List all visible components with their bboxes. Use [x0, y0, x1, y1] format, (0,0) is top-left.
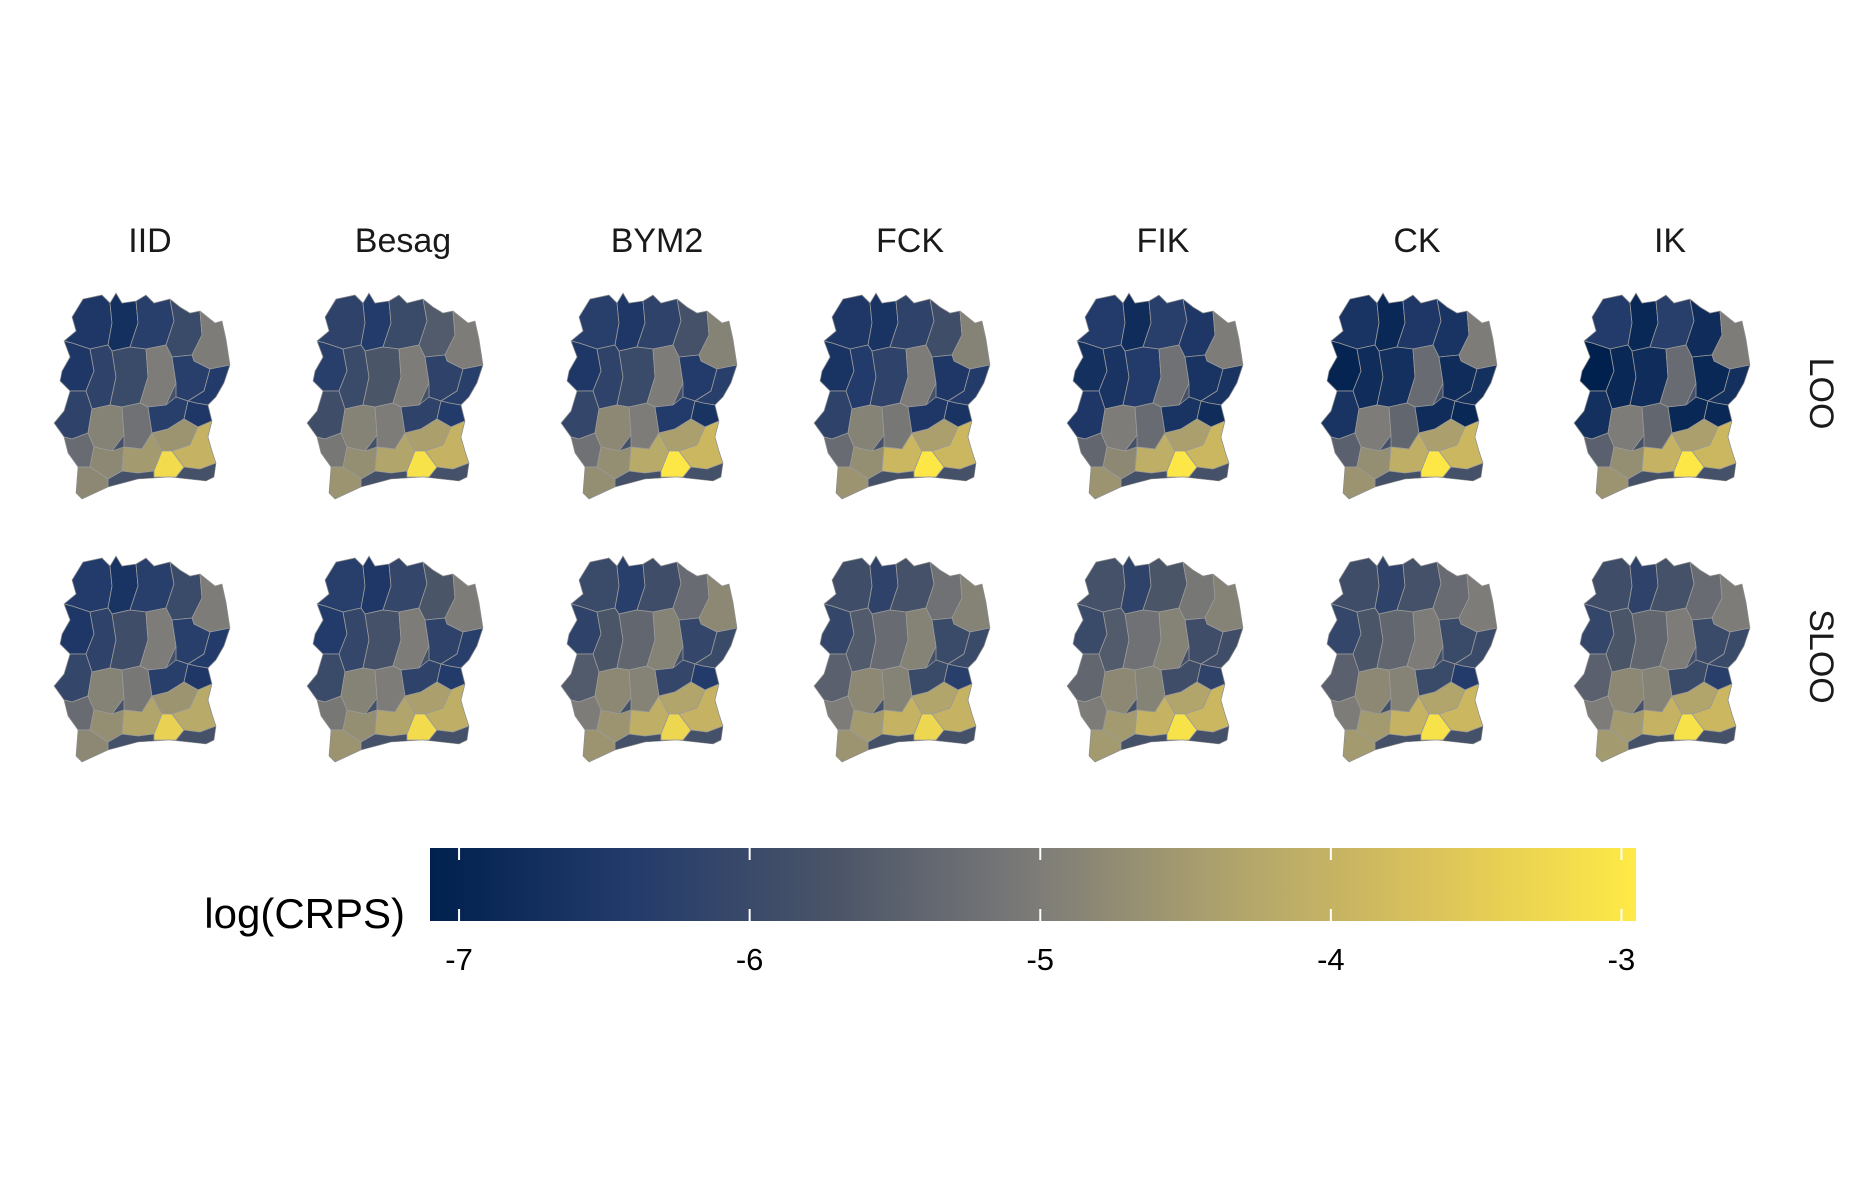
colorbar-tick-label: -7 — [445, 942, 473, 977]
map-region — [316, 432, 348, 468]
map-region — [814, 653, 853, 703]
map-region — [1574, 653, 1613, 703]
legend-title: log(CRPS) — [204, 890, 405, 937]
country-outline — [813, 292, 991, 500]
country-outline — [560, 292, 738, 500]
map-region — [63, 294, 113, 350]
map-region — [1583, 695, 1615, 731]
map-region — [1076, 432, 1108, 468]
map-region — [570, 294, 620, 350]
facet-label-iid: IID — [128, 222, 171, 260]
map-region — [1076, 294, 1126, 350]
map-fck-loo — [813, 292, 991, 500]
map-ck-loo — [1320, 292, 1498, 500]
map-ck-sloo — [1320, 555, 1498, 763]
map-region — [1076, 695, 1108, 731]
map-region — [1076, 557, 1126, 613]
facet-label-besag: Besag — [355, 222, 451, 260]
map-region — [570, 432, 602, 468]
facet-strip-labels: IID Besag BYM2 FCK FIK CK IK — [128, 222, 1686, 260]
map-region — [1321, 653, 1360, 703]
map-iid-sloo — [53, 555, 231, 763]
map-region — [54, 653, 93, 703]
map-besag-loo — [306, 292, 484, 500]
map-region — [1330, 432, 1362, 468]
facet-label-ik: IK — [1654, 222, 1686, 260]
map-region — [1330, 557, 1380, 613]
map-region — [63, 557, 113, 613]
map-region — [1330, 294, 1380, 350]
map-region — [1067, 390, 1106, 440]
country-outline — [1573, 292, 1751, 500]
row-label-sloo: SLOO — [1802, 609, 1840, 703]
map-fik-loo — [1066, 292, 1244, 500]
country-outline — [306, 292, 484, 500]
map-region — [63, 695, 95, 731]
map-region — [570, 695, 602, 731]
map-region — [561, 653, 600, 703]
colorbar-tick-label: -4 — [1317, 942, 1345, 977]
map-region — [1574, 390, 1613, 440]
map-region — [54, 390, 93, 440]
map-region — [307, 653, 346, 703]
map-bym2-sloo — [560, 555, 738, 763]
map-region — [823, 294, 873, 350]
map-region — [570, 557, 620, 613]
map-ik-sloo — [1573, 555, 1751, 763]
colorbar-tick-label: -6 — [736, 942, 764, 977]
facet-label-bym2: BYM2 — [611, 222, 704, 260]
map-region — [1583, 294, 1633, 350]
map-region — [823, 557, 873, 613]
map-region — [63, 432, 95, 468]
map-region — [1583, 432, 1615, 468]
map-region — [1330, 695, 1362, 731]
map-region — [316, 695, 348, 731]
country-outline — [560, 555, 738, 763]
country-outline — [1320, 292, 1498, 500]
map-region — [316, 294, 366, 350]
facet-row-labels: LOO SLOO — [1802, 358, 1840, 704]
map-besag-sloo — [306, 555, 484, 763]
map-region — [1583, 557, 1633, 613]
map-region — [814, 390, 853, 440]
map-region — [1321, 390, 1360, 440]
facet-label-fck: FCK — [876, 222, 944, 260]
country-outline — [813, 555, 991, 763]
colorbar-legend: log(CRPS) -7 -6 -5 -4 -3 — [204, 848, 1636, 977]
country-outline — [1320, 555, 1498, 763]
country-outline — [53, 292, 231, 500]
map-region — [823, 432, 855, 468]
map-fck-sloo — [813, 555, 991, 763]
country-outline — [1066, 292, 1244, 500]
row-label-loo: LOO — [1802, 358, 1840, 430]
colorbar-ticks: -7 -6 -5 -4 -3 — [445, 848, 1635, 977]
map-region — [307, 390, 346, 440]
colorbar — [430, 848, 1636, 921]
colorbar-tick-label: -3 — [1608, 942, 1636, 977]
map-iid-loo — [53, 292, 231, 500]
country-outline — [1066, 555, 1244, 763]
country-outline — [306, 555, 484, 763]
map-bym2-loo — [560, 292, 738, 500]
map-ik-loo — [1573, 292, 1751, 500]
colorbar-tick-label: -5 — [1026, 942, 1054, 977]
map-fik-sloo — [1066, 555, 1244, 763]
facet-label-fik: FIK — [1137, 222, 1190, 260]
map-region — [1067, 653, 1106, 703]
map-region — [316, 557, 366, 613]
country-outline — [1573, 555, 1751, 763]
map-region — [561, 390, 600, 440]
facet-label-ck: CK — [1393, 222, 1441, 260]
map-region — [823, 695, 855, 731]
map-panels — [53, 292, 1751, 763]
country-outline — [53, 555, 231, 763]
